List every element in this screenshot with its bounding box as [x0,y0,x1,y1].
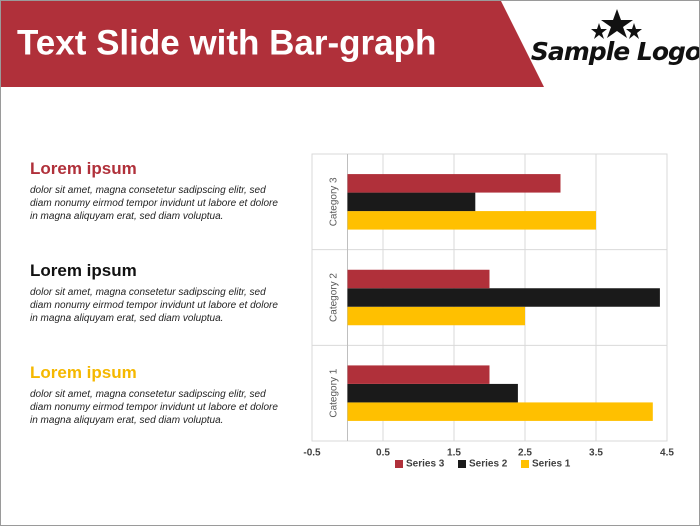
header-banner [1,1,544,87]
section-heading: Lorem ipsum [30,363,137,382]
section-heading: Lorem ipsum [30,159,137,178]
legend-label: Series 2 [469,459,508,470]
bar [347,269,490,289]
x-tick-label: 4.5 [660,448,674,459]
legend-swatch [395,460,403,468]
section-body: dolor sit amet, magna consetetur sadipsc… [30,185,278,222]
x-tick-label: -0.5 [303,448,321,459]
category-label: Category 2 [329,273,340,322]
x-tick-label: 3.5 [589,448,603,459]
section-body: dolor sit amet, magna consetetur sadipsc… [30,389,278,426]
category-label: Category 3 [329,177,340,226]
logo-stars [591,9,642,39]
text-section: Lorem ipsum dolor sit amet, magna consete… [30,261,280,325]
legend-label: Series 1 [532,459,571,470]
x-tick-label: 2.5 [518,448,532,459]
legend-swatch [458,460,466,468]
bar [347,365,490,384]
section-heading: Lorem ipsum [30,261,137,280]
text-section: Lorem ipsum dolor sit amet, magna consete… [30,159,280,223]
bar [347,174,561,193]
bar [347,383,518,403]
legend-swatch [521,460,529,468]
bar [347,402,653,421]
bar [347,306,525,326]
chart: -0.5 0.5 1.5 2.5 3.5 4.5 Category 1 Category 2 C… [303,153,674,470]
x-tick-label: 0.5 [376,448,390,459]
x-tick-label: 1.5 [447,448,461,459]
bar [347,211,596,230]
bar [347,192,476,212]
bar [347,288,660,307]
slide-title: Text Slide with Bar-graph [17,23,436,62]
legend-label: Series 3 [406,459,445,470]
section-body: dolor sit amet, magna consetetur sadipsc… [30,287,278,324]
category-label: Category 1 [329,368,340,417]
text-section: Lorem ipsum dolor sit amet, magna consete… [30,363,280,427]
logo-text: Sample Logo [531,37,699,66]
